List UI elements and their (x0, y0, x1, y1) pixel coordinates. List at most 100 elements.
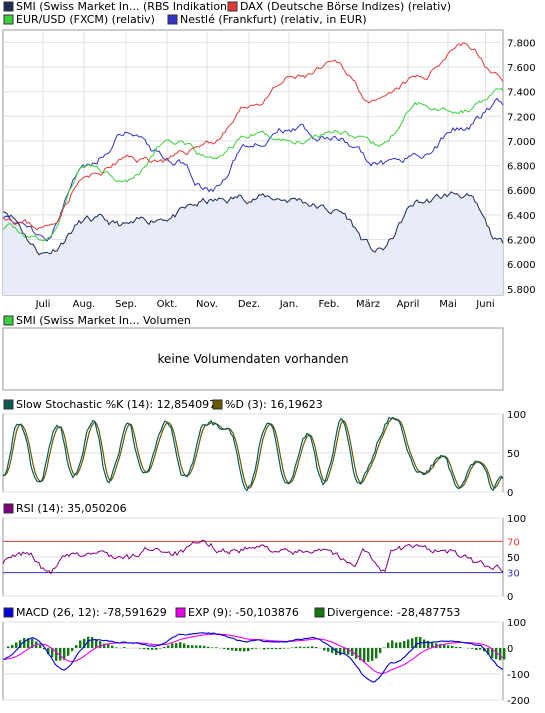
main-legend-item-swatch (228, 2, 237, 11)
macd-legend-item-label: Divergence: -28,487753 (327, 606, 460, 619)
macd-divergence-bar (71, 648, 73, 651)
rsi-tick-label: 100 (507, 514, 526, 525)
macd-legend-item: MACD (26, 12): -78,591629 (4, 606, 167, 619)
macd-divergence-bar (231, 648, 233, 651)
macd-divergence-bar (339, 648, 341, 655)
rsi-tick-label: 70 (507, 537, 520, 548)
macd-panel-frame (3, 622, 503, 700)
macd-divergence-bar (411, 638, 413, 648)
rsi-tick-label: 50 (507, 553, 520, 564)
y-tick-label: 7.200 (507, 112, 536, 123)
main-legend-item: SMI (Swiss Market In... (RBS Indikation) (4, 0, 231, 13)
main-legend-item-swatch (4, 15, 13, 24)
macd-divergence-bar (251, 648, 253, 649)
macd-divergence-bar (367, 648, 369, 662)
macd-divergence-bar (427, 641, 429, 648)
macd-divergence-bar (199, 645, 201, 648)
stochastic-legend-item-label: Slow Stochastic %K (14): 12,854097 (16, 398, 216, 411)
macd-divergence-bar (447, 645, 449, 648)
macd-divergence-bar (267, 648, 269, 649)
macd-divergence-bar (275, 648, 277, 649)
macd-divergence-bar (175, 643, 177, 648)
volume-legend-item-swatch (4, 316, 13, 325)
macd-divergence-bar (147, 648, 149, 650)
macd-divergence-bar (387, 643, 389, 648)
macd-divergence-bar (263, 648, 265, 650)
macd-tick-label: 0 (507, 644, 513, 655)
macd-divergence-bar (271, 648, 273, 649)
main-legend-item-label: EUR/USD (FXCM) (relativ) (16, 13, 155, 26)
macd-divergence-bar (107, 644, 109, 648)
rsi-legend-item-swatch (4, 504, 13, 513)
stochastic-legend-item-label: %D (3): 16,19623 (225, 398, 323, 411)
x-tick-label: Dez. (238, 299, 260, 310)
macd-divergence-bar (247, 648, 249, 651)
macd-divergence-bar (451, 646, 453, 648)
macd-divergence-bar (295, 647, 297, 648)
macd-divergence-bar (39, 645, 41, 648)
macd-divergence-bar (139, 648, 141, 649)
x-tick-label: Okt. (157, 299, 178, 310)
y-tick-label: 6.200 (507, 236, 536, 247)
macd-legend-item-label: EXP (9): -50,103876 (188, 606, 299, 619)
volume-legend-item-label: SMI (Swiss Market In... Volumen (16, 314, 191, 327)
macd-divergence-bar (183, 644, 185, 649)
macd-divergence-bar (11, 645, 13, 648)
stochastic-legend-item-swatch (4, 400, 13, 409)
price-panel: 7.8007.6007.4007.2007.0006.8006.6006.400… (3, 30, 536, 310)
x-tick-label: April (397, 299, 420, 310)
macd-divergence-bar (191, 645, 193, 648)
main-legend: SMI (Swiss Market In... (RBS Indikation)… (4, 0, 451, 26)
stochastic-legend-item: Slow Stochastic %K (14): 12,854097 (4, 398, 216, 411)
y-tick-label: 7.800 (507, 38, 536, 49)
macd-divergence-bar (315, 647, 317, 648)
macd-divergence-bar (499, 648, 501, 660)
y-tick-label: 6.600 (507, 186, 536, 197)
macd-divergence-bar (475, 648, 477, 650)
macd-legend: MACD (26, 12): -78,591629 EXP (9): -50,10… (4, 606, 460, 619)
macd-divergence-bar (115, 647, 117, 648)
stochastic-legend-item: %D (3): 16,19623 (213, 398, 323, 411)
macd-divergence-bar (455, 647, 457, 648)
stochastic-legend: Slow Stochastic %K (14): 12,854097 %D (3)… (4, 398, 323, 411)
macd-divergence-bar (23, 638, 25, 648)
macd-divergence-bar (471, 648, 473, 649)
macd-divergence-bar (207, 647, 209, 648)
macd-divergence-bar (171, 644, 173, 649)
x-tick-label: Sep. (115, 299, 137, 310)
main-legend-item-label: DAX (Deutsche Börse Indizes) (relativ) (240, 0, 451, 13)
macd-divergence-bar (327, 648, 329, 652)
macd-divergence-bar (459, 647, 461, 648)
macd-tick-label: -100 (507, 670, 530, 681)
macd-divergence-bar (443, 645, 445, 648)
macd-divergence-bar (323, 648, 325, 651)
macd-divergence-bar (111, 646, 113, 648)
y-tick-label: 6.400 (507, 211, 536, 222)
y-tick-label: 6.800 (507, 162, 536, 173)
macd-divergence-bar (371, 648, 373, 661)
macd-divergence-bar (159, 648, 161, 649)
x-tick-label: Feb. (319, 299, 340, 310)
stochastic-tick-label: 50 (507, 449, 520, 460)
macd-legend-item-label: MACD (26, 12): -78,591629 (16, 606, 167, 619)
macd-divergence-bar (407, 639, 409, 648)
stochastic-tick-label: 100 (507, 410, 526, 421)
macd-divergence-bar (235, 648, 237, 651)
volume-legend: SMI (Swiss Market In... Volumen (4, 314, 191, 327)
macd-divergence-bar (203, 646, 205, 648)
macd-divergence-bar (279, 648, 281, 649)
macd-divergence-bar (91, 637, 93, 648)
macd-divergence-bar (391, 640, 393, 648)
macd-divergence-bar (239, 648, 241, 651)
rsi-legend-item-label: RSI (14): 35,050206 (16, 502, 127, 515)
macd-divergence-bar (179, 642, 181, 648)
stochastic-legend-item-swatch (213, 400, 222, 409)
macd-legend-item-swatch (315, 608, 324, 617)
macd-divergence-bar (383, 648, 385, 649)
rsi-legend-item: RSI (14): 35,050206 (4, 502, 127, 515)
macd-divergence-bar (211, 647, 213, 648)
macd-divergence-bar (503, 648, 505, 660)
